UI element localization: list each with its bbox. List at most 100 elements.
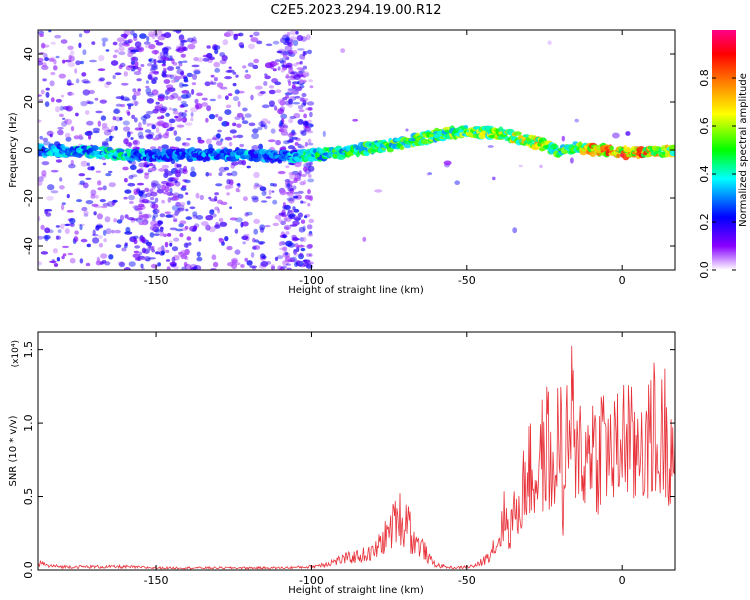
- noise-blob: [177, 96, 182, 101]
- noise-blob: [193, 70, 201, 75]
- noise-blob: [151, 201, 156, 204]
- noise-blob: [230, 163, 235, 169]
- noise-blob: [217, 208, 221, 214]
- noise-blob: [153, 76, 158, 81]
- noise-blob: [226, 245, 233, 251]
- noise-blob: [190, 117, 194, 122]
- noise-blob: [123, 71, 128, 77]
- noise-blob: [256, 40, 263, 45]
- noise-blob: [155, 121, 164, 127]
- noise-blob: [221, 55, 228, 61]
- noise-blob: [143, 213, 152, 219]
- noise-blob: [214, 192, 220, 196]
- noise-blob: [235, 74, 239, 78]
- noise-blob: [148, 33, 155, 37]
- noise-blob: [265, 43, 273, 47]
- noise-blob: [276, 50, 283, 54]
- noise-blob: [55, 159, 63, 163]
- noise-blob: [307, 165, 315, 172]
- noise-blob: [38, 98, 44, 102]
- noise-blob: [57, 126, 64, 130]
- noise-blob: [122, 43, 131, 47]
- noise-blob: [185, 208, 189, 212]
- noise-blob: [264, 62, 273, 69]
- noise-blob: [91, 233, 99, 237]
- noise-blob: [205, 117, 209, 123]
- noise-blob: [146, 36, 150, 42]
- noise-blob: [60, 39, 68, 44]
- noise-blob: [285, 165, 290, 169]
- noise-blob: [294, 142, 299, 146]
- noise-blob: [232, 96, 240, 102]
- noise-blob: [169, 146, 175, 149]
- noise-blob: [149, 232, 155, 238]
- noise-blob: [130, 60, 136, 65]
- noise-blob: [236, 134, 244, 139]
- spectrogram-panel: -150 -100 -50 0 -40 -20 0 20 40 Height of straig…: [8, 29, 676, 296]
- noise-blob: [322, 130, 326, 137]
- noise-blob: [160, 115, 165, 119]
- noise-blob: [112, 41, 118, 46]
- noise-blob: [165, 88, 172, 94]
- noise-blob: [168, 95, 175, 100]
- noise-blob: [205, 224, 211, 231]
- noise-blob: [138, 211, 143, 215]
- noise-blob: [171, 74, 177, 78]
- noise-blob: [59, 185, 65, 190]
- noise-blob: [174, 210, 179, 217]
- noise-blob: [282, 234, 287, 239]
- noise-blob: [308, 253, 313, 257]
- noise-blob: [118, 261, 126, 268]
- noise-blob: [292, 101, 301, 105]
- x-tick-label: -100: [299, 274, 324, 287]
- noise-blob: [153, 223, 161, 229]
- noise-blob: [210, 80, 214, 85]
- noise-blob: [171, 58, 175, 65]
- noise-blob: [119, 214, 125, 221]
- noise-blob: [248, 43, 255, 50]
- noise-blob: [293, 261, 299, 268]
- noise-blob: [173, 110, 179, 115]
- noise-blob: [296, 67, 304, 70]
- noise-blob: [145, 80, 149, 84]
- noise-blob: [86, 120, 94, 126]
- colorbar-tick-label: 0.2: [698, 213, 711, 231]
- noise-blob: [50, 71, 56, 76]
- noise-blob: [130, 219, 135, 223]
- noise-blob: [426, 172, 430, 176]
- noise-blob: [215, 221, 220, 228]
- noise-blob: [149, 188, 154, 194]
- noise-blob: [252, 197, 259, 203]
- noise-blob: [105, 81, 112, 85]
- noise-blob: [150, 182, 158, 188]
- noise-blob: [241, 120, 249, 125]
- noise-blob: [301, 173, 307, 177]
- noise-blob: [226, 172, 233, 176]
- noise-blob: [229, 206, 233, 209]
- noise-blob: [288, 138, 294, 143]
- noise-blob: [167, 170, 174, 176]
- noise-blob: [268, 100, 275, 107]
- noise-blob: [90, 165, 95, 171]
- noise-blob: [95, 110, 103, 114]
- noise-blob: [187, 43, 196, 50]
- noise-blob: [44, 208, 53, 212]
- noise-blob: [57, 129, 64, 136]
- noise-blob: [208, 172, 212, 177]
- noise-blob: [79, 258, 84, 264]
- noise-blob: [138, 203, 145, 208]
- noise-blob: [305, 34, 311, 41]
- noise-blob: [173, 217, 178, 221]
- noise-blob: [625, 131, 631, 136]
- noise-blob: [133, 71, 142, 76]
- noise-blob: [145, 241, 153, 247]
- ridge-blob: [616, 153, 621, 158]
- noise-blob: [253, 58, 260, 64]
- noise-blob: [244, 212, 249, 217]
- noise-blob: [127, 217, 135, 221]
- noise-blob: [169, 187, 173, 194]
- noise-blob: [166, 266, 171, 270]
- noise-blob: [150, 263, 158, 269]
- noise-blob: [133, 250, 140, 254]
- noise-blob: [46, 195, 54, 201]
